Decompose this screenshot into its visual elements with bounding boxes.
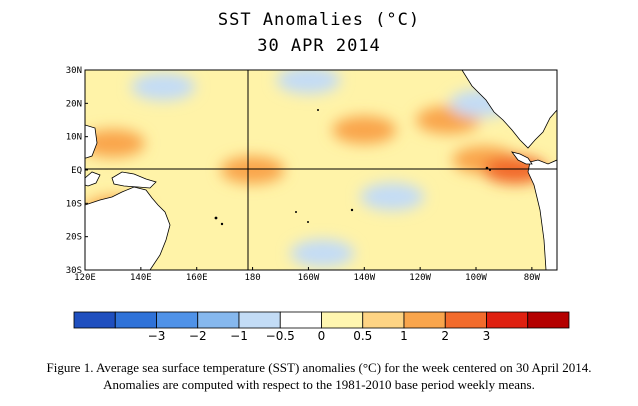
y-tick-label-6: 30S (66, 266, 82, 276)
x-tick-label-7: 100W (465, 273, 487, 283)
y-tick-label-0: 30N (66, 66, 82, 76)
colorbar-label-8: 3 (483, 329, 491, 343)
y-axis: 30N 20N 10N EQ 10S 20S 30S (66, 66, 88, 276)
colorbar-swatch-11 (527, 311, 570, 329)
colorbar-label-1: −2 (189, 329, 207, 343)
x-tick-label-3: 180 (244, 273, 260, 283)
colorbar-swatch-2 (156, 311, 199, 329)
figure-caption-line2: Anomalies are computed with respect to t… (103, 377, 535, 392)
anomaly-region-0 (85, 129, 145, 158)
x-tick-label-0: 120E (74, 273, 96, 283)
colorbar-label-7: 2 (441, 329, 449, 343)
x-tick-label-4: 160W (298, 273, 320, 283)
colorbar-swatch-8 (403, 311, 446, 329)
chart-title: SST Anomalies (°C) (217, 10, 421, 30)
central-america-land (511, 151, 533, 165)
anomaly-region-12 (276, 70, 341, 94)
indonesia-land (85, 171, 101, 187)
colorbar-swatch-5 (279, 311, 322, 329)
x-tick-label-6: 120W (409, 273, 431, 283)
south-america-land (527, 159, 557, 270)
colorbar-swatch-10 (486, 311, 529, 329)
anomaly-region-10 (290, 239, 355, 268)
x-tick-label-5: 140W (353, 273, 375, 283)
anomaly-region-3 (332, 116, 397, 144)
sst-anomaly-chart: 120E 140E 160E 180 160W 140W 120W 100W 80W 30N20… (66, 66, 570, 343)
colorbar-swatch-7 (362, 311, 405, 329)
colorbar-label-4: 0 (318, 329, 326, 343)
reference-lines (85, 70, 557, 270)
y-tick-label-2: 10N (66, 133, 82, 143)
philippines-land (85, 124, 98, 159)
colorbar-label-2: −1 (230, 329, 248, 343)
colorbar: −3 −2 −1 −0.5 0 0.5 1 2 3 (73, 311, 570, 343)
y-tick-label-5: 20S (66, 233, 82, 243)
anomaly-region-2 (220, 156, 285, 184)
colorbar-label-5: 0.5 (353, 329, 372, 343)
y-tick-label-4: 10S (66, 199, 82, 209)
colorbar-label-3: −0.5 (266, 329, 295, 343)
colorbar-swatch-1 (114, 311, 157, 329)
colorbar-label-0: −3 (148, 329, 166, 343)
anomaly-region-8 (131, 72, 196, 101)
new-guinea-land (111, 171, 157, 189)
map-plot-area (85, 70, 557, 270)
colorbar-swatch-9 (444, 311, 487, 329)
colorbar-swatch-0 (73, 311, 116, 329)
land-masses (85, 70, 557, 270)
anomaly-region-9 (360, 182, 425, 211)
mexico-land (461, 70, 557, 149)
y-tick-label-1: 20N (66, 99, 82, 109)
x-axis: 120E 140E 160E 180 160W 140W 120W 100W 80W (74, 267, 541, 283)
x-tick-label-1: 140E (130, 273, 152, 283)
x-tick-label-8: 80W (524, 273, 541, 283)
x-tick-label-2: 160E (186, 273, 208, 283)
colorbar-swatch-3 (197, 311, 240, 329)
colorbar-swatch-6 (321, 311, 364, 329)
colorbar-swatch-4 (238, 311, 281, 329)
chart-subtitle: 30 APR 2014 (257, 36, 381, 56)
australia-land (85, 186, 171, 270)
colorbar-label-6: 1 (400, 329, 408, 343)
figure-caption-line1: Figure 1. Average sea surface temperatur… (46, 360, 592, 375)
y-tick-label-3: EQ (71, 166, 82, 176)
